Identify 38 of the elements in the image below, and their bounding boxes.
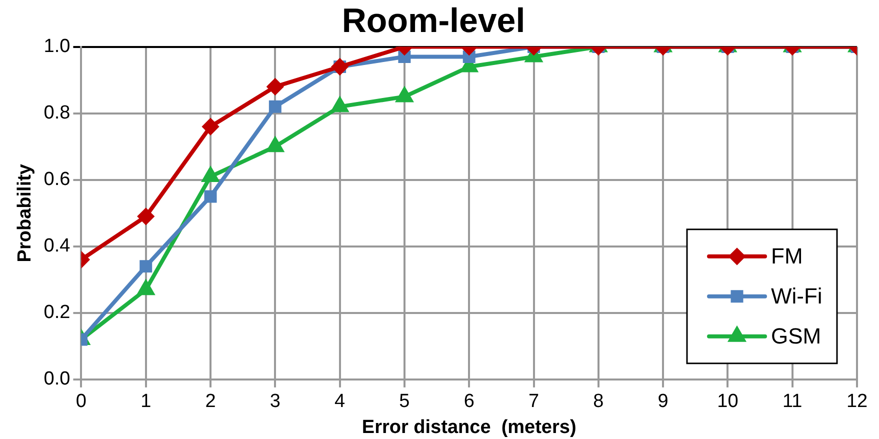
y-tick-label: 0.4: [44, 236, 71, 257]
point: [138, 208, 154, 224]
point: [138, 280, 154, 296]
x-tick-label: 6: [464, 391, 474, 412]
chart-title: Room-level: [342, 2, 526, 40]
y-tick-label: 0.2: [44, 302, 70, 324]
point: [396, 88, 413, 102]
point: [267, 138, 284, 152]
point: [204, 190, 217, 203]
y-tick-label: 0.8: [44, 102, 70, 124]
y-tick-label: 0.0: [44, 368, 70, 390]
x-tick-label: 7: [528, 391, 540, 412]
point: [398, 50, 411, 64]
x-tick-label: 3: [270, 391, 280, 412]
x-tick-label: 11: [782, 391, 802, 412]
x-tick-label: 2: [205, 391, 216, 412]
x-tick-label: 5: [399, 391, 410, 412]
y-axis-title: Probability: [14, 164, 36, 262]
x-tick-label: 1: [140, 391, 152, 412]
point: [140, 260, 152, 273]
x-tick-label: 12: [846, 391, 868, 412]
x-tick-label: 0: [76, 391, 86, 412]
legend-label: Wi-Fi: [771, 283, 822, 308]
legend-label: FM: [771, 243, 803, 268]
y-tick-label: 1.0: [44, 36, 70, 58]
x-axis-title: Error distance (meters): [362, 416, 576, 438]
point: [267, 78, 284, 95]
x-tick-label: 10: [717, 391, 738, 412]
x-tick-label: 9: [658, 391, 668, 412]
legend-label: GSM: [771, 323, 822, 348]
x-tick-label: 8: [593, 391, 604, 412]
y-tick-label: 0.6: [44, 169, 70, 190]
point: [462, 50, 476, 64]
point: [332, 98, 348, 112]
point: [202, 168, 219, 182]
x-tick-label: 4: [334, 391, 346, 412]
point: [268, 100, 282, 113]
point: [202, 118, 219, 135]
